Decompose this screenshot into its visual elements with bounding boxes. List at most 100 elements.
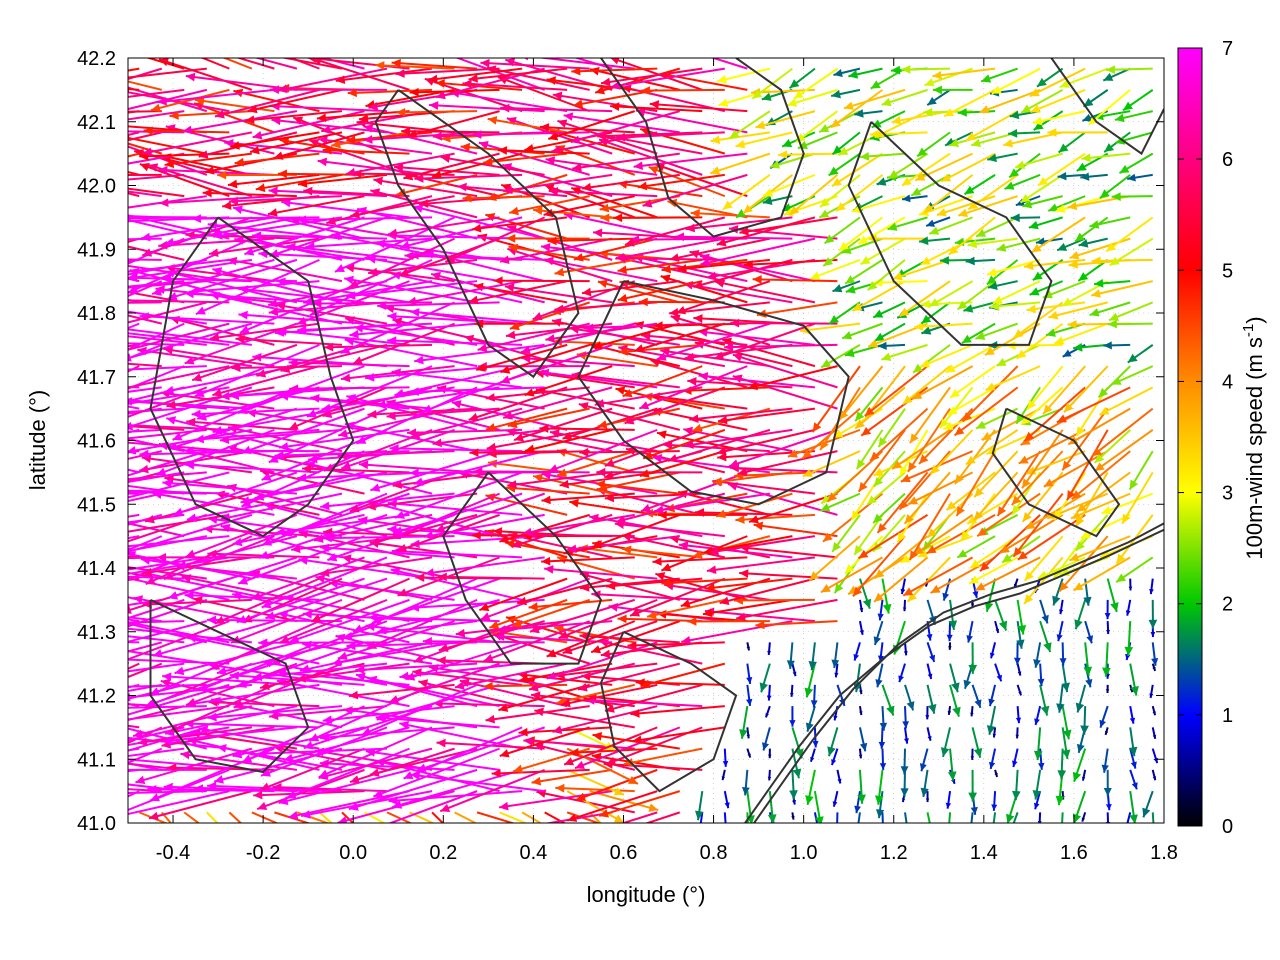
- wind-arrow-shaft: [623, 747, 703, 766]
- wind-arrow: [716, 428, 816, 456]
- wind-arrow-shaft: [544, 258, 658, 283]
- wind-arrow-shaft: [506, 486, 590, 495]
- wind-arrow: [621, 545, 703, 559]
- wind-arrow-head: [1058, 143, 1069, 153]
- wind-arrow-shaft: [654, 163, 748, 198]
- wind-arrow-shaft: [1069, 535, 1131, 562]
- wind-arrow-shaft: [162, 726, 298, 743]
- wind-arrow-head: [149, 687, 160, 696]
- wind-arrow: [296, 662, 410, 683]
- wind-arrow-shaft: [289, 386, 410, 390]
- wind-arrow: [1127, 344, 1154, 364]
- wind-arrow-shaft: [661, 577, 748, 585]
- wind-arrow: [834, 663, 839, 678]
- wind-arrow-head: [59, 767, 69, 775]
- wind-arrow-head: [789, 79, 800, 89]
- wind-arrow-shaft: [669, 237, 771, 261]
- wind-arrow: [128, 650, 207, 665]
- wind-arrow: [202, 188, 297, 198]
- wind-arrow-shaft: [276, 679, 410, 708]
- wind-arrow-head: [1091, 256, 1101, 266]
- wind-arrow-head: [212, 426, 223, 435]
- wind-arrow-shaft: [396, 110, 478, 114]
- wind-arrow: [184, 460, 320, 474]
- wind-arrow: [1070, 492, 1131, 520]
- wind-arrow-shaft: [617, 182, 703, 198]
- wind-arrow-head: [1075, 516, 1085, 527]
- wind-arrow-shaft: [536, 58, 635, 70]
- wind-arrow-head: [1103, 787, 1112, 797]
- wind-arrow-shaft: [128, 110, 185, 121]
- wind-arrow-shaft: [128, 362, 162, 368]
- wind-arrow-shaft: [128, 80, 163, 91]
- wind-arrow-head: [344, 275, 354, 285]
- wind-arrow-shaft: [541, 492, 635, 502]
- wind-arrow: [767, 791, 777, 823]
- wind-arrow: [1016, 599, 1027, 635]
- wind-arrow-head: [911, 187, 922, 196]
- wind-arrow-head: [500, 375, 511, 384]
- wind-arrow: [1081, 812, 1087, 822]
- wind-arrow: [991, 791, 998, 811]
- wind-arrow-head: [1101, 764, 1109, 773]
- wind-arrow-shaft: [128, 705, 230, 721]
- wind-arrow-head: [854, 829, 861, 837]
- wind-arrow-head: [252, 130, 263, 140]
- wind-arrow-head: [858, 235, 869, 244]
- wind-arrow-head: [1006, 813, 1015, 823]
- wind-arrow: [900, 578, 906, 595]
- wind-arrow: [903, 727, 909, 744]
- wind-arrow-head: [43, 556, 52, 565]
- wind-arrow-head: [377, 301, 387, 311]
- wind-arrow-head: [164, 159, 175, 169]
- wind-arrow-head: [370, 536, 381, 546]
- wind-arrow-head: [40, 514, 50, 522]
- wind-arrow: [618, 343, 703, 356]
- wind-arrow: [531, 768, 613, 786]
- wind-arrow: [853, 663, 862, 693]
- wind-arrow-head: [338, 429, 348, 438]
- wind-arrow-head: [543, 208, 554, 218]
- wind-arrow-head: [410, 771, 421, 781]
- wind-arrow: [345, 152, 455, 177]
- wind-arrow: [719, 577, 816, 606]
- wind-arrow: [573, 237, 658, 262]
- wind-arrow-shaft: [128, 471, 230, 499]
- wind-arrow-shaft: [279, 598, 388, 644]
- wind-arrow: [319, 556, 433, 578]
- wind-arrow-head: [610, 102, 620, 111]
- wind-arrow: [926, 684, 937, 714]
- wind-arrow: [1111, 192, 1153, 201]
- wind-arrow-shaft: [128, 747, 163, 764]
- wind-arrow-shaft: [128, 343, 140, 348]
- wind-arrow-head: [1022, 511, 1032, 522]
- wind-arrow: [1091, 407, 1154, 458]
- wind-arrow-shaft: [184, 449, 320, 453]
- wind-arrow-head: [373, 176, 383, 186]
- wind-arrow-head: [41, 327, 51, 335]
- wind-arrow-head: [545, 156, 556, 165]
- wind-arrow: [182, 110, 298, 135]
- wind-arrow-head: [141, 232, 151, 242]
- wind-arrow-shaft: [722, 174, 771, 211]
- wind-arrow-head: [698, 372, 709, 381]
- wind-arrow-shaft: [516, 577, 613, 605]
- wind-arrow: [172, 386, 298, 441]
- wind-arrow-head: [250, 145, 260, 155]
- wind-arrow: [386, 811, 413, 823]
- wind-arrow-head: [177, 38, 187, 46]
- wind-arrow-head: [198, 683, 209, 692]
- wind-arrow-head: [50, 761, 59, 770]
- wind-arrow: [957, 195, 1018, 218]
- wind-arrow: [259, 747, 365, 791]
- wind-arrow: [563, 112, 680, 134]
- wind-arrow-head: [858, 481, 868, 492]
- wind-arrow-shaft: [439, 768, 546, 813]
- wind-arrow-shaft: [664, 583, 771, 601]
- wind-arrow: [340, 428, 455, 470]
- wind-arrow-head: [917, 147, 927, 157]
- wind-arrow-head: [656, 352, 667, 361]
- wind-arrow-shaft: [387, 216, 500, 236]
- wind-arrow-shaft: [588, 811, 602, 823]
- wind-arrow-shaft: [216, 641, 343, 675]
